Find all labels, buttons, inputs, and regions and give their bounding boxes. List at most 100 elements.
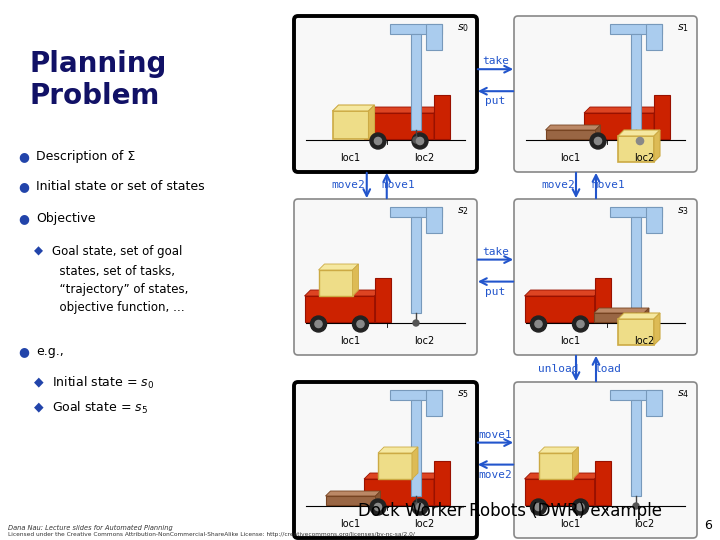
Polygon shape — [595, 290, 600, 322]
Bar — [434, 95, 450, 139]
Text: Goal state, set of goal: Goal state, set of goal — [52, 245, 182, 258]
Text: loc2: loc2 — [634, 519, 654, 529]
Text: loc1: loc1 — [560, 519, 580, 529]
FancyBboxPatch shape — [514, 16, 697, 172]
Polygon shape — [594, 308, 649, 313]
Polygon shape — [595, 473, 600, 505]
Text: loc1: loc1 — [560, 336, 580, 346]
Polygon shape — [434, 107, 440, 139]
Text: loc1: loc1 — [341, 153, 361, 163]
Circle shape — [370, 133, 386, 149]
Text: loc2: loc2 — [414, 336, 434, 346]
Text: $s_4$: $s_4$ — [677, 388, 689, 400]
Text: 6: 6 — [704, 519, 712, 532]
Circle shape — [531, 316, 546, 332]
Text: ●: ● — [18, 150, 29, 163]
Text: ◆: ◆ — [34, 375, 44, 388]
Circle shape — [412, 133, 428, 149]
Polygon shape — [654, 313, 660, 345]
Text: e.g.,: e.g., — [36, 345, 64, 358]
Bar — [364, 479, 434, 505]
Text: loc1: loc1 — [341, 519, 361, 529]
Circle shape — [374, 503, 382, 511]
Bar — [434, 461, 450, 505]
Circle shape — [535, 320, 542, 328]
FancyBboxPatch shape — [514, 382, 697, 538]
Text: ●: ● — [18, 345, 29, 358]
Polygon shape — [524, 290, 600, 296]
Bar — [618, 319, 654, 345]
Text: $s_3$: $s_3$ — [677, 205, 689, 217]
Bar — [411, 400, 421, 496]
Text: loc2: loc2 — [634, 336, 654, 346]
Bar — [595, 278, 611, 322]
Bar — [654, 95, 670, 139]
Bar — [584, 113, 654, 139]
Text: take: take — [482, 56, 509, 66]
Bar — [646, 390, 662, 416]
Text: unload: unload — [538, 363, 578, 374]
Text: Description of Σ: Description of Σ — [36, 150, 135, 163]
Text: move1: move1 — [479, 430, 513, 440]
Text: “trajectory” of states,: “trajectory” of states, — [52, 283, 189, 296]
Text: move1: move1 — [591, 180, 625, 191]
Circle shape — [577, 320, 584, 328]
Text: Licensed under the Creative Commons Attribution-NonCommercial-ShareAlike License: Licensed under the Creative Commons Attr… — [8, 532, 415, 537]
Bar — [390, 207, 442, 217]
Bar — [378, 453, 412, 479]
Bar — [546, 130, 595, 139]
Circle shape — [632, 133, 648, 149]
Polygon shape — [618, 130, 660, 136]
Polygon shape — [333, 105, 374, 111]
Text: take: take — [482, 247, 509, 256]
Text: Initial state or set of states: Initial state or set of states — [36, 180, 204, 193]
Text: objective function, …: objective function, … — [52, 301, 185, 314]
Text: $s_2$: $s_2$ — [457, 205, 469, 217]
Circle shape — [572, 499, 588, 515]
Bar — [524, 479, 595, 505]
Text: move1: move1 — [382, 180, 415, 191]
Bar — [305, 296, 374, 322]
Bar — [411, 34, 421, 130]
Polygon shape — [374, 290, 380, 322]
Circle shape — [572, 316, 588, 332]
Circle shape — [310, 316, 326, 332]
Bar — [426, 207, 442, 233]
Text: ◆: ◆ — [34, 245, 43, 258]
Circle shape — [636, 137, 644, 145]
Bar — [631, 217, 641, 313]
Bar — [524, 296, 595, 322]
Bar — [594, 313, 644, 322]
Text: Initial state = $s_0$: Initial state = $s_0$ — [52, 375, 154, 391]
FancyBboxPatch shape — [514, 199, 697, 355]
Text: load: load — [595, 363, 621, 374]
Text: move2: move2 — [541, 180, 575, 191]
Polygon shape — [524, 473, 600, 479]
Text: Dana Nau: Lecture slides for Automated Planning: Dana Nau: Lecture slides for Automated P… — [8, 525, 173, 531]
Polygon shape — [364, 473, 440, 479]
Text: $s_0$: $s_0$ — [456, 22, 469, 34]
Text: loc1: loc1 — [341, 336, 361, 346]
Bar — [325, 496, 376, 505]
Bar — [411, 217, 421, 313]
Polygon shape — [595, 125, 600, 139]
Circle shape — [595, 137, 602, 145]
Bar — [318, 270, 353, 296]
FancyBboxPatch shape — [294, 382, 477, 538]
Bar — [646, 207, 662, 233]
Bar — [610, 390, 662, 400]
Bar — [426, 390, 442, 416]
Text: move2: move2 — [332, 180, 366, 191]
Bar — [539, 453, 572, 479]
Polygon shape — [364, 107, 440, 113]
Bar — [364, 113, 434, 139]
Bar — [426, 24, 442, 50]
Text: Objective: Objective — [36, 212, 96, 225]
Circle shape — [416, 503, 423, 511]
Polygon shape — [318, 264, 359, 270]
Polygon shape — [654, 130, 660, 162]
Text: Dock Worker Robots (DWR) example: Dock Worker Robots (DWR) example — [358, 502, 662, 520]
Circle shape — [353, 316, 369, 332]
Bar — [595, 461, 611, 505]
Polygon shape — [584, 107, 660, 113]
